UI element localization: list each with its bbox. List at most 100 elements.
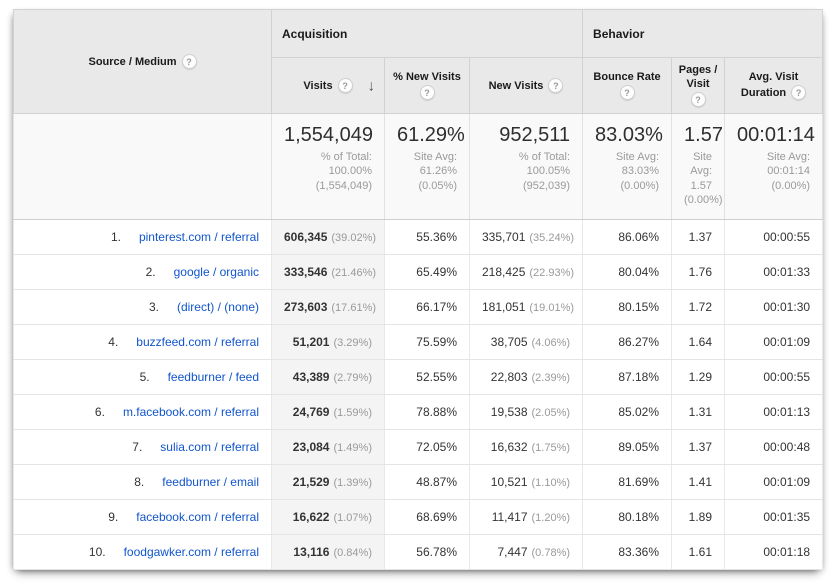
column-header-new-visits[interactable]: New Visits ? [468,57,584,114]
row-rank: 1. [110,230,121,245]
avg-duration-cell: 00:00:48 [724,429,824,466]
summary-new-visits-cell: 952,511 % of Total: 100.05% (952,039) [468,112,584,221]
bounce-rate-value: 80.18% [618,510,660,525]
column-header-bounce-rate[interactable]: Bounce Rate ? [582,57,673,114]
row-rank: 10. [88,545,106,560]
avg-duration-value: 00:01:30 [763,300,811,315]
pct-new-visits-value: 78.88% [416,405,457,420]
pct-new-visits-value: 72.05% [416,440,457,455]
avg-duration-value: 00:00:55 [763,230,811,245]
new-visits-percent: (22.93%) [529,267,575,280]
help-icon[interactable]: ? [419,85,435,100]
avg-duration-value: 00:00:55 [763,370,811,385]
pct-new-visits-cell: 68.69% [384,499,470,536]
new-visits-percent: (4.06%) [531,337,571,350]
bounce-rate-value: 85.02% [618,405,660,420]
column-header-visits[interactable]: Visits ? ↓ [271,57,385,114]
visits-cell: 273,603 (17.61%) [271,289,385,326]
avg-duration-value: 00:01:18 [763,545,811,560]
visits-cell: 606,345 (39.02%) [271,219,385,256]
visits-cell: 21,529 (1.39%) [271,464,385,501]
summary-visits-cell: 1,554,049 % of Total: 100.00% (1,554,049… [271,112,385,221]
pages-visit-cell: 1.37 [671,219,726,256]
table-row: 2. google / organic 333,546 (21.46%) 65.49… [13,254,824,291]
pages-visit-cell: 1.89 [671,499,726,536]
pct-new-visits-cell: 65.49% [384,254,470,291]
pages-visit-cell: 1.37 [671,429,726,466]
pages-visit-value: 1.41 [688,475,713,490]
pages-visit-cell: 1.41 [671,464,726,501]
source-medium-link[interactable]: sulia.com / referral [160,440,259,455]
bounce-rate-value: 87.18% [618,370,660,385]
avg-duration-cell: 00:01:09 [724,464,824,501]
pct-new-visits-cell: 72.05% [384,429,470,466]
visits-value: 606,345 [284,230,328,245]
avg-duration-cell: 00:01:09 [724,324,824,361]
help-icon[interactable]: ? [337,78,353,93]
source-medium-cell: 10. foodgawker.com / referral [13,534,272,571]
visits-cell: 13,116 (0.84%) [271,534,385,571]
table-row: 9. facebook.com / referral 16,622 (1.07%) … [13,499,824,536]
source-medium-cell: 7. sulia.com / referral [13,429,272,466]
visits-percent: (17.61%) [331,302,377,315]
pages-visit-cell: 1.31 [671,394,726,431]
new-visits-cell: 10,521 (1.10%) [468,464,584,501]
pct-new-visits-value: 66.17% [416,300,457,315]
help-icon[interactable]: ? [690,92,706,107]
source-medium-link[interactable]: feedburner / email [162,475,259,490]
new-visits-value: 19,538 [490,405,528,420]
bounce-rate-cell: 80.04% [582,254,673,291]
pages-visit-cell: 1.61 [671,534,726,571]
source-medium-cell: 2. google / organic [13,254,272,291]
help-icon[interactable]: ? [791,85,807,100]
visits-cell: 51,201 (3.29%) [271,324,385,361]
avg-duration-cell: 00:00:55 [724,359,824,396]
source-medium-link[interactable]: buzzfeed.com / referral [136,335,259,350]
table-row: 4. buzzfeed.com / referral 51,201 (3.29%) … [13,324,824,361]
pct-new-visits-value: 75.59% [416,335,457,350]
avg-duration-value: 00:01:09 [763,475,811,490]
source-medium-link[interactable]: pinterest.com / referral [138,230,259,245]
visits-cell: 23,084 (1.49%) [271,429,385,466]
help-icon[interactable]: ? [181,54,197,69]
pages-visit-cell: 1.29 [671,359,726,396]
visits-percent: (1.07%) [333,512,372,525]
new-visits-cell: 38,705 (4.06%) [468,324,584,361]
summary-pages-visit-cell: 1.57 Site Avg: 1.57 (0.00%) [671,112,726,221]
column-header-source-medium[interactable]: Source / Medium ? [13,9,272,114]
visits-cell: 43,389 (2.79%) [271,359,385,396]
summary-bounce-rate-cell: 83.03% Site Avg: 83.03% (0.00%) [582,112,673,221]
avg-duration-cell: 00:01:13 [724,394,824,431]
new-visits-value: 335,701 [482,230,526,245]
avg-duration-value: 00:01:35 [763,510,811,525]
pages-visit-value: 1.29 [688,370,713,385]
column-header-pct-new-visits[interactable]: % New Visits ? [384,57,470,114]
new-visits-value: 22,803 [490,370,528,385]
help-icon[interactable]: ? [548,78,564,93]
pages-visit-value: 1.89 [688,510,713,525]
source-medium-link[interactable]: facebook.com / referral [136,510,259,525]
bounce-rate-cell: 80.18% [582,499,673,536]
table-row: 1. pinterest.com / referral 606,345 (39.02… [13,219,824,256]
source-medium-link[interactable]: foodgawker.com / referral [123,545,259,560]
source-medium-cell: 8. feedburner / email [13,464,272,501]
new-visits-percent: (1.75%) [531,442,571,455]
row-rank: 9. [108,510,119,525]
help-icon[interactable]: ? [619,85,635,100]
visits-percent: (1.49%) [333,442,372,455]
visits-value: 13,116 [293,545,330,560]
pct-new-visits-cell: 78.88% [384,394,470,431]
source-medium-link[interactable]: feedburner / feed [167,370,259,385]
column-header-pages-visit[interactable]: Pages / Visit ? [671,57,726,114]
analytics-report-table: Source / Medium ? Acquisition Behavior V… [13,9,824,571]
visits-value: 273,603 [284,300,328,315]
pages-visit-value: 1.76 [688,265,713,280]
avg-duration-value: 00:01:09 [763,335,811,350]
source-medium-link[interactable]: m.facebook.com / referral [122,405,259,420]
source-medium-link[interactable]: (direct) / (none) [176,300,259,315]
source-medium-link[interactable]: google / organic [173,265,259,280]
new-visits-cell: 181,051 (19.01%) [468,289,584,326]
visits-value: 21,529 [292,475,330,490]
pct-new-visits-cell: 56.78% [384,534,470,571]
column-header-avg-visit-duration[interactable]: Avg. Visit Duration ? [724,57,824,114]
